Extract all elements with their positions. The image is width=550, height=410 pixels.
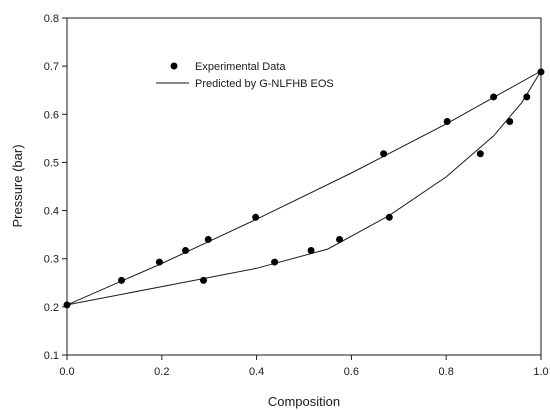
- experimental-point: [200, 276, 208, 284]
- experimental-point: [385, 213, 393, 221]
- experimental-point: [443, 118, 451, 126]
- y-tick-label: 0.5: [44, 157, 59, 169]
- y-tick-label: 0.1: [44, 350, 59, 362]
- experimental-point: [118, 276, 126, 284]
- x-tick-label: 0.0: [59, 366, 74, 378]
- x-tick-label: 0.2: [154, 366, 169, 378]
- experimental-point: [476, 150, 484, 158]
- x-tick-label: 0.6: [344, 366, 359, 378]
- x-tick-label: 0.4: [249, 366, 264, 378]
- y-tick-label: 0.7: [44, 61, 59, 73]
- predicted-upper-curve: [66, 70, 542, 306]
- experimental-point: [155, 258, 163, 266]
- x-tick-label: 1.0: [533, 366, 548, 378]
- experimental-point: [182, 247, 189, 255]
- experimental-point: [307, 247, 315, 255]
- legend-label-experimental: Experimental Data: [195, 61, 286, 73]
- experimental-point: [537, 68, 545, 76]
- predicted-lower-curve: [66, 70, 542, 306]
- experimental-point: [490, 93, 498, 101]
- x-axis: 0.0 0.2 0.4 0.6 0.8 1.0: [59, 355, 549, 378]
- experimental-point: [523, 93, 531, 101]
- predicted-curves: [66, 70, 542, 306]
- experimental-point: [63, 301, 71, 309]
- experimental-point: [380, 150, 388, 158]
- x-tick-label: 0.8: [439, 366, 454, 378]
- experimental-point: [506, 118, 514, 126]
- legend-marker-experimental: [170, 62, 178, 70]
- experimental-point: [252, 213, 260, 221]
- y-tick-label: 0.4: [44, 206, 59, 218]
- plot-frame: [66, 17, 542, 356]
- x-axis-label: Composition: [268, 394, 340, 409]
- y-tick-label: 0.8: [44, 13, 59, 25]
- y-axis: 0.1 0.2 0.3 0.4 0.5 0.6 0.7 0.8: [44, 13, 67, 362]
- y-tick-label: 0.3: [44, 254, 59, 266]
- experimental-point: [204, 235, 212, 243]
- y-tick-label: 0.2: [44, 302, 59, 314]
- legend-label-predicted: Predicted by G-NLFHB EOS: [195, 78, 334, 90]
- legend: Experimental Data Predicted by G-NLFHB E…: [156, 61, 334, 90]
- experimental-points: [63, 68, 545, 309]
- experimental-point: [271, 258, 279, 266]
- y-tick-label: 0.6: [44, 109, 59, 121]
- y-axis-label: Pressure (bar): [10, 144, 25, 227]
- experimental-point: [336, 235, 344, 243]
